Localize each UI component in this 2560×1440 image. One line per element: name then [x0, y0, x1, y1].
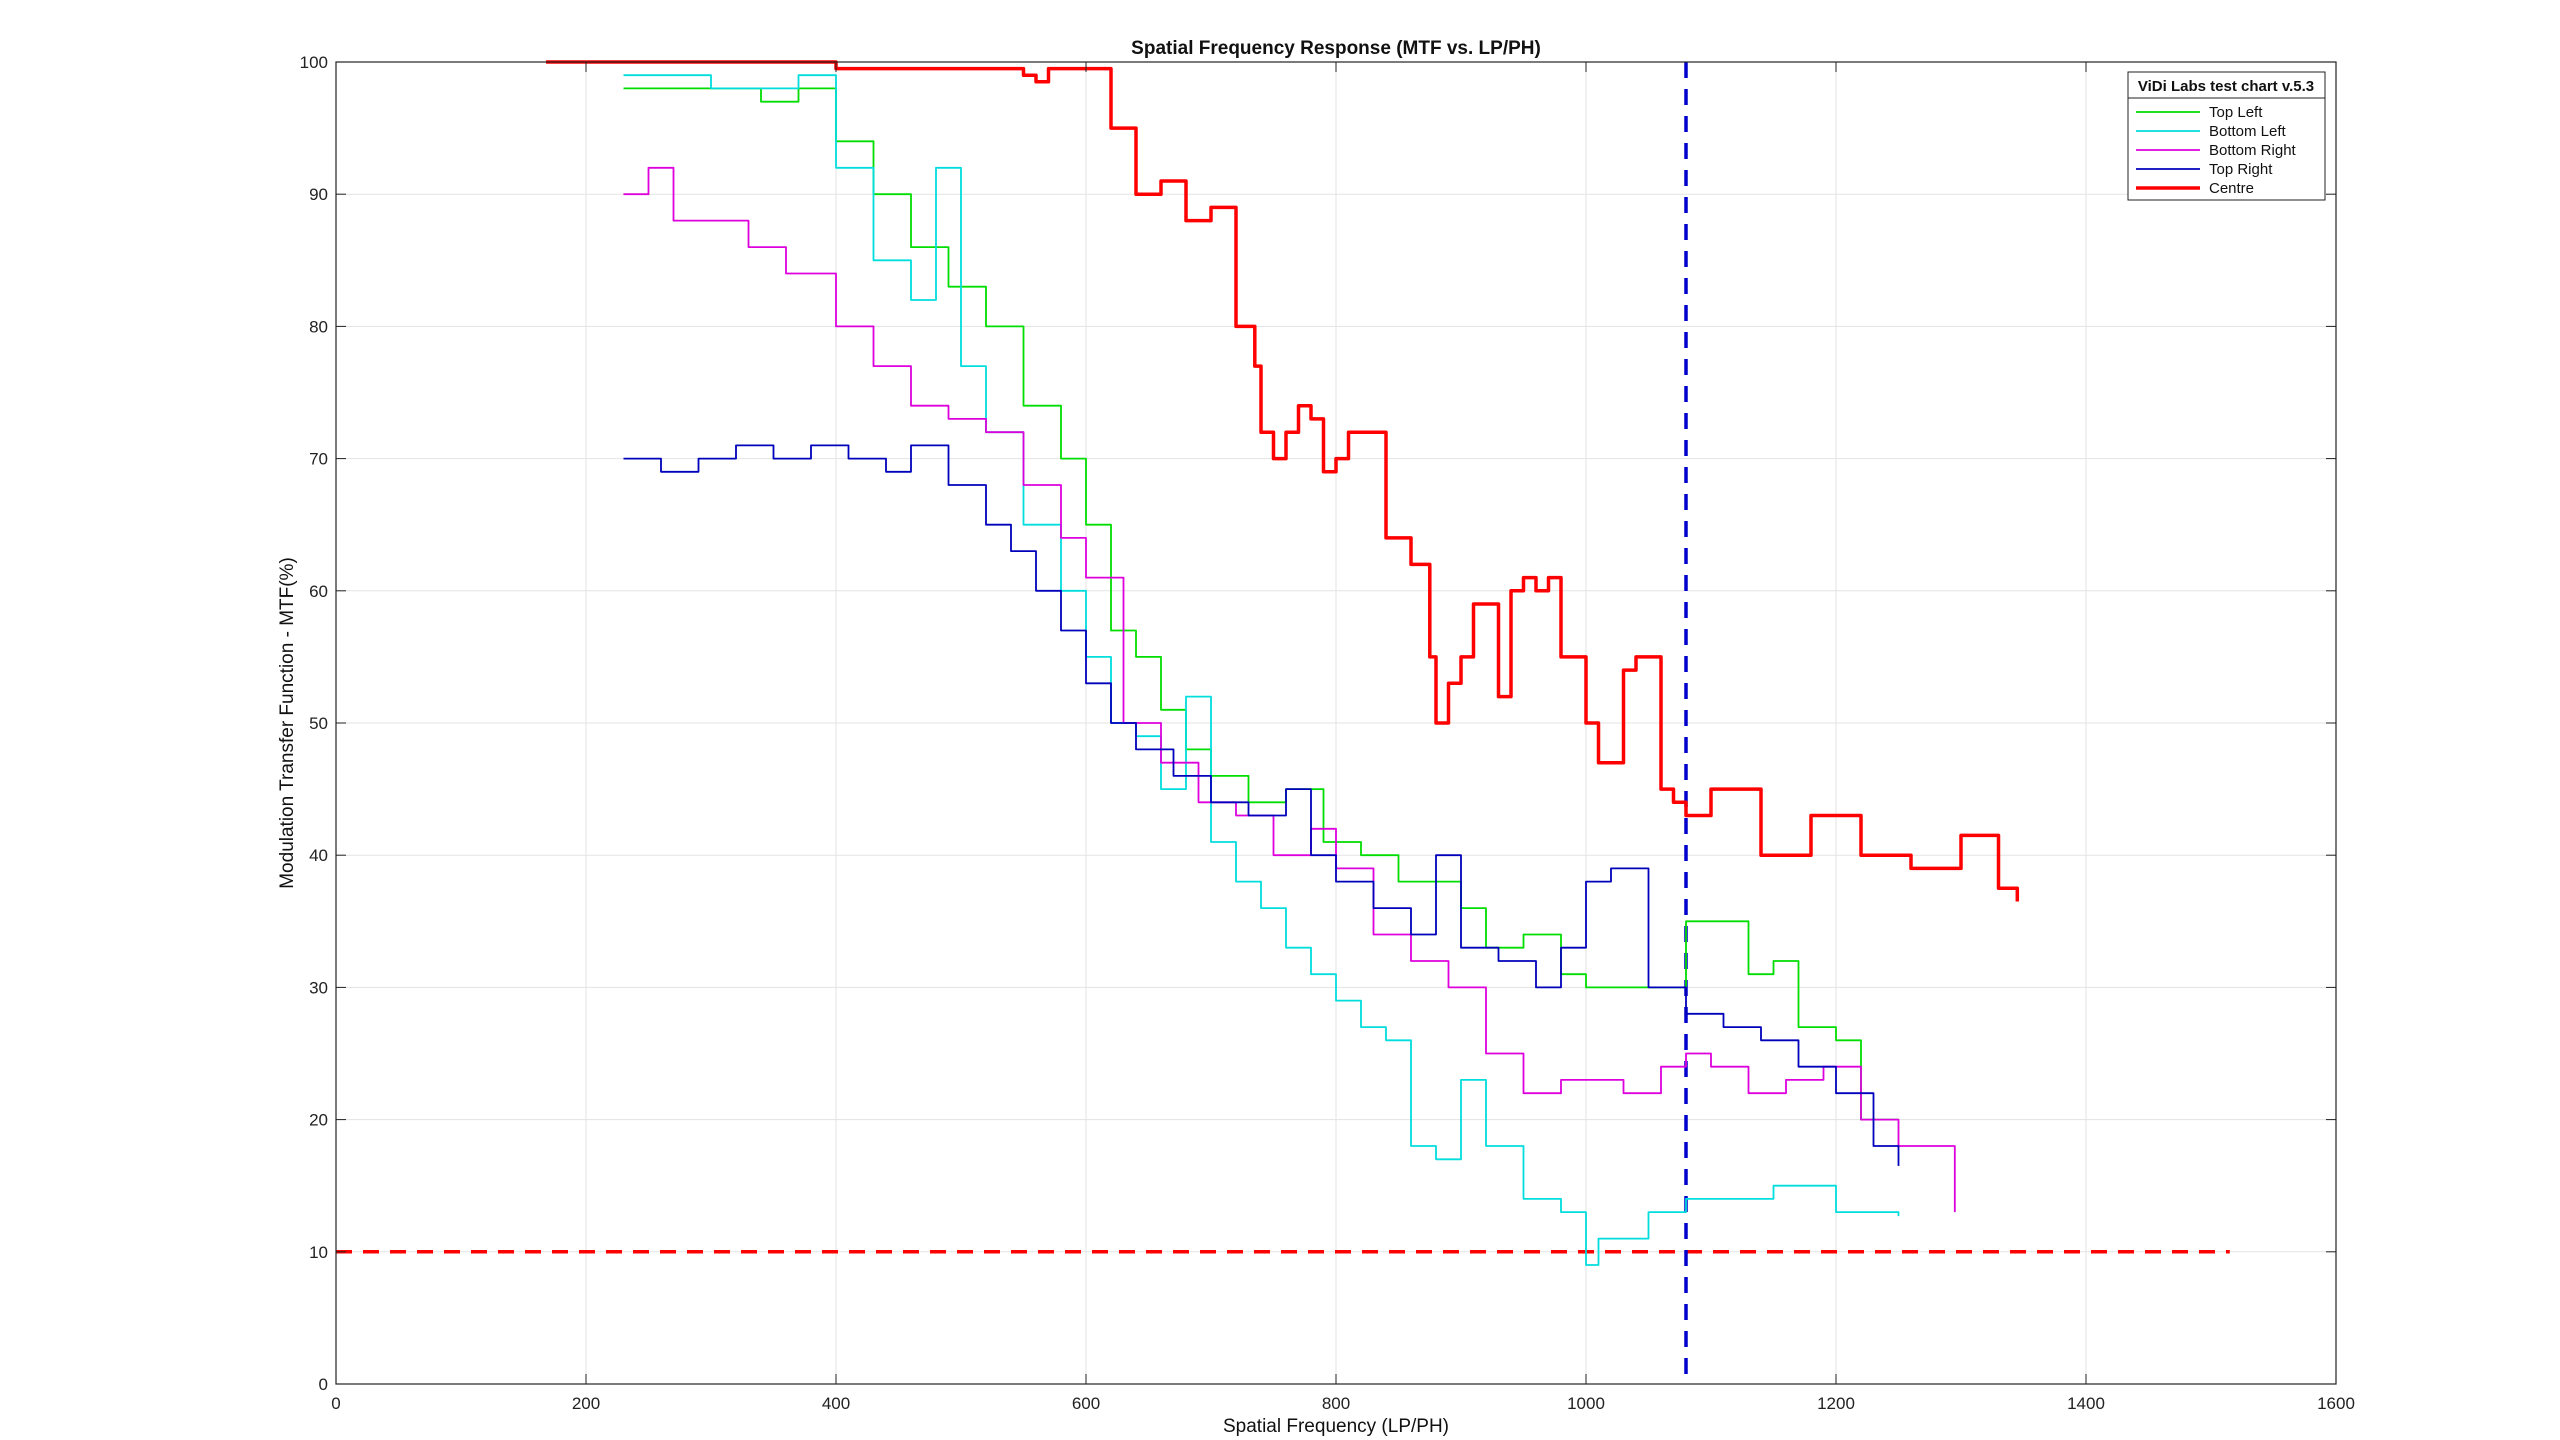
y-tick-label: 30	[309, 978, 328, 997]
x-tick-label: 1600	[2317, 1394, 2355, 1413]
y-tick-label: 100	[300, 53, 328, 72]
chart-title: Spatial Frequency Response (MTF vs. LP/P…	[1131, 38, 1541, 59]
x-tick-label: 200	[572, 1394, 600, 1413]
y-tick-label: 50	[309, 714, 328, 733]
legend: ViDi Labs test chart v.5.3 Top Left Botto…	[2127, 71, 2326, 201]
axis-ticks: 0 200 400 600 800 1000 1200 1400 1600 0 10 20 30 40 50…	[300, 53, 2355, 1413]
x-tick-label: 400	[822, 1394, 850, 1413]
y-tick-label: 10	[309, 1243, 328, 1262]
legend-label-top-left: Top Left	[2209, 104, 2263, 121]
series-line-bottom-left	[623, 74, 1900, 1266]
series-lines	[546, 60, 2020, 1266]
series-line-top-right	[623, 444, 1900, 1166]
x-axis-label: Spatial Frequency (LP/PH)	[1223, 1416, 1449, 1437]
legend-title: ViDi Labs test chart v.5.3	[2138, 78, 2314, 95]
y-tick-label: 0	[319, 1375, 328, 1394]
reference-lines	[336, 62, 2230, 1384]
y-tick-label: 80	[309, 317, 328, 336]
x-tick-label: 600	[1072, 1394, 1100, 1413]
y-tick-label: 70	[309, 450, 328, 469]
y-tick-label: 90	[309, 185, 328, 204]
x-tick-label: 1200	[1817, 1394, 1855, 1413]
legend-label-bottom-left: Bottom Left	[2209, 123, 2287, 140]
x-tick-label: 1400	[2067, 1394, 2105, 1413]
legend-label-top-right: Top Right	[2209, 161, 2273, 178]
x-tick-label: 0	[331, 1394, 340, 1413]
x-tick-label: 1000	[1567, 1394, 1605, 1413]
y-tick-label: 20	[309, 1111, 328, 1130]
legend-box	[2127, 71, 2326, 201]
legend-label-bottom-right: Bottom Right	[2209, 142, 2297, 159]
x-tick-label: 800	[1322, 1394, 1350, 1413]
legend-label-centre: Centre	[2209, 180, 2254, 197]
series-line-centre	[546, 60, 2020, 902]
y-tick-label: 40	[309, 846, 328, 865]
y-tick-label: 60	[309, 582, 328, 601]
y-axis-label: Modulation Transfer Function - MTF(%)	[277, 557, 298, 889]
